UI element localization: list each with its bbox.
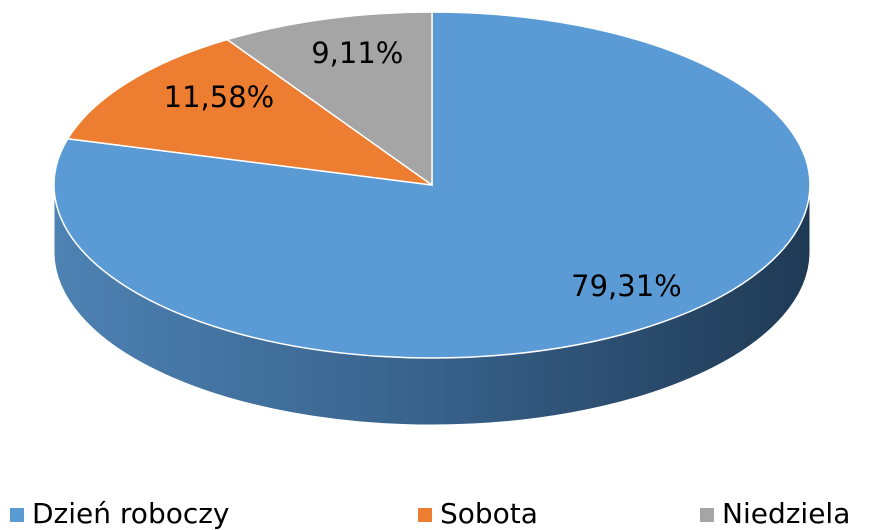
legend-swatch (10, 508, 24, 522)
data-label: 11,58% (164, 80, 275, 114)
legend-label: Niedziela (722, 497, 850, 530)
legend-label: Sobota (440, 497, 538, 530)
data-label: 9,11% (311, 36, 403, 70)
legend-swatch (700, 508, 714, 522)
legend-label: Dzień roboczy (32, 497, 230, 530)
data-label: 79,31% (571, 269, 682, 303)
chart: 79,31% 11,58% 9,11% Dzień roboczy Sobota Nied… (0, 0, 869, 530)
page: 79,31% 11,58% 9,11% Dzień roboczy Sobota Nied… (0, 0, 869, 530)
legend-swatch (418, 508, 432, 522)
